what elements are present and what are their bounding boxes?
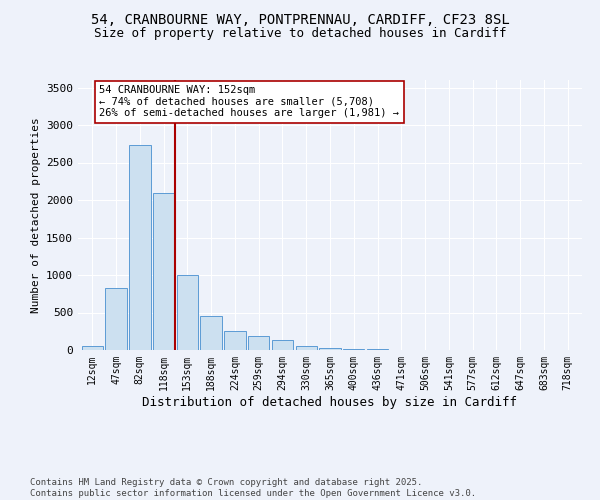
Bar [200,316,222,350]
Bar [176,275,198,350]
Y-axis label: Number of detached properties: Number of detached properties [31,117,41,313]
Bar [343,348,364,350]
Bar [319,348,341,350]
Bar [106,288,127,350]
Bar [224,331,245,350]
Bar [296,346,317,350]
X-axis label: Distribution of detached houses by size in Cardiff: Distribution of detached houses by size … [143,396,517,408]
Bar [129,145,151,350]
Bar [82,346,103,350]
Bar [153,192,174,350]
Text: Contains HM Land Registry data © Crown copyright and database right 2025.
Contai: Contains HM Land Registry data © Crown c… [30,478,476,498]
Text: 54, CRANBOURNE WAY, PONTPRENNAU, CARDIFF, CF23 8SL: 54, CRANBOURNE WAY, PONTPRENNAU, CARDIFF… [91,12,509,26]
Text: Size of property relative to detached houses in Cardiff: Size of property relative to detached ho… [94,28,506,40]
Text: 54 CRANBOURNE WAY: 152sqm
← 74% of detached houses are smaller (5,708)
26% of se: 54 CRANBOURNE WAY: 152sqm ← 74% of detac… [100,85,400,118]
Bar [272,340,293,350]
Bar [248,336,269,350]
